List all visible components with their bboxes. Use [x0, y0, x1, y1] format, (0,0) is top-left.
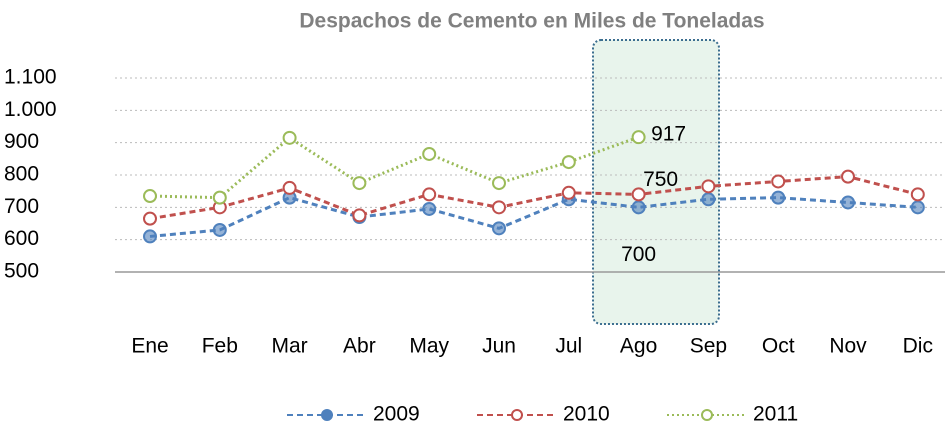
point-marker [422, 146, 437, 161]
point-marker [841, 169, 855, 184]
point-marker [352, 176, 367, 191]
point-marker [631, 200, 646, 215]
x-tick-label: Ene [131, 335, 168, 358]
y-tick-label: 700 [4, 195, 39, 218]
x-tick-label: Mar [272, 335, 308, 358]
point-marker [771, 190, 786, 205]
point-marker [701, 192, 716, 207]
y-tick-label: 800 [4, 163, 39, 186]
y-tick-label: 500 [4, 260, 39, 283]
legend-label: 2009 [373, 403, 420, 426]
y-tick-label: 1.000 [4, 98, 57, 121]
point-marker [422, 201, 437, 216]
point-marker [492, 176, 506, 191]
legend-marker [321, 409, 333, 421]
point-marker [631, 187, 646, 202]
series-line [149, 175, 919, 221]
x-tick-label: Oct [762, 335, 795, 358]
point-marker [841, 195, 855, 210]
point-marker [143, 211, 157, 226]
x-tick-label: May [409, 335, 449, 358]
x-tick-label: Dic [903, 335, 933, 358]
point-marker [143, 189, 157, 204]
point-marker [561, 155, 576, 170]
point-marker [212, 222, 227, 237]
highlight-box [592, 39, 720, 325]
legend-marker [511, 409, 523, 421]
series-line [149, 196, 918, 238]
legend-label: 2010 [563, 403, 610, 426]
point-marker [422, 187, 437, 202]
point-marker [910, 200, 925, 215]
series-line [149, 135, 640, 200]
chart-title: Despachos de Cemento en Miles de Tonelad… [299, 10, 764, 33]
point-marker [561, 185, 576, 200]
x-tick-label: Jun [482, 335, 516, 358]
point-marker [701, 179, 716, 194]
x-tick-label: Jul [555, 335, 582, 358]
point-marker [282, 180, 297, 195]
point-marker [212, 190, 227, 205]
data-label: 750 [643, 168, 678, 191]
legend-label: 2011 [753, 403, 798, 426]
x-tick-label: Sep [690, 335, 727, 358]
point-marker [492, 200, 506, 215]
point-marker [143, 229, 157, 244]
point-marker [771, 174, 786, 189]
y-tick-label: 600 [4, 227, 39, 250]
x-tick-label: Abr [343, 335, 376, 358]
point-marker [352, 208, 367, 223]
y-tick-label: 1.100 [4, 66, 57, 89]
y-tick-label: 900 [4, 130, 39, 153]
data-label: 700 [621, 243, 656, 266]
data-label: 917 [651, 123, 686, 146]
x-tick-label: Feb [202, 335, 238, 358]
point-marker [910, 187, 925, 202]
point-marker [282, 130, 297, 145]
x-tick-label: Nov [829, 335, 867, 358]
point-marker [631, 130, 646, 145]
point-marker [492, 221, 506, 236]
x-tick-label: Ago [620, 335, 657, 358]
legend-marker [701, 409, 713, 421]
